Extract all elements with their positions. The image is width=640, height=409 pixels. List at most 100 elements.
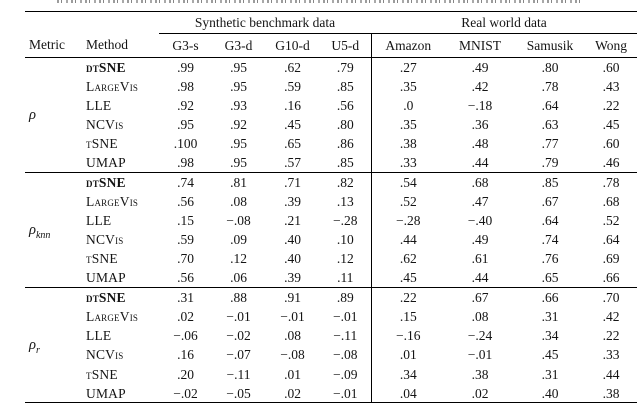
table-body: ρ dtSNE .99.95.62.79.27.49.80.60 LargeVis .9… — [25, 56, 638, 403]
cell-value: .64 — [541, 213, 559, 229]
cell-value: .79 — [541, 155, 559, 171]
table-row: LLE −.06 −.02 .08 −.11 −.16 −.24 .34 .22 — [25, 326, 637, 346]
table-row: LargeVis .56 .08 .39 .13 .52 .47 .67 .68 — [25, 191, 637, 211]
cell-value: .85 — [336, 78, 354, 94]
cell-value: .0 — [370, 95, 446, 116]
cell-value: .95 — [230, 78, 247, 94]
cell-value: .62 — [265, 56, 320, 77]
cell-value: .08 — [471, 309, 489, 325]
cell-value: .08 — [230, 193, 247, 209]
column-header-g3s: G3-s — [159, 33, 212, 58]
cell-value: .22 — [602, 328, 620, 344]
cell-value: .44 — [471, 270, 489, 286]
cell-value: .33 — [370, 153, 446, 173]
cell-value: .99 — [159, 56, 212, 77]
table-row: LargeVis .98 .95 .59 .85 .35 .42 .78 .43 — [25, 76, 637, 96]
cell-value: .67 — [445, 287, 516, 307]
cell-value: .95 — [230, 155, 247, 171]
method-name: NCVis — [86, 347, 124, 363]
cell-value: .59 — [284, 78, 301, 94]
cell-value: −.01 — [333, 385, 358, 401]
cell-value: .45 — [284, 117, 301, 133]
cell-value: .54 — [370, 172, 446, 192]
cell-value: .89 — [320, 287, 372, 307]
table-row: ρ dtSNE .99.95.62.79.27.49.80.60 — [25, 56, 638, 173]
cell-value: .47 — [471, 193, 489, 209]
cell-value: .34 — [541, 328, 559, 344]
cell-value: .08 — [284, 328, 301, 344]
cell-value: .82 — [320, 172, 372, 192]
cell-value: .35 — [370, 76, 446, 96]
method-name: tSNE — [86, 136, 118, 152]
cell-value: −.11 — [226, 366, 251, 382]
cell-value: .13 — [336, 193, 354, 209]
cell-value: .42 — [471, 78, 489, 94]
method-name: LargeVis — [86, 78, 139, 94]
cell-value: .22 — [602, 97, 620, 113]
cell-value: −.09 — [333, 366, 358, 382]
column-header-g3d: G3-d — [212, 33, 265, 58]
results-table: Synthetic benchmark data Real world data… — [25, 11, 638, 404]
column-header-samusik: Samusik — [515, 33, 586, 58]
cell-value: .98 — [177, 155, 194, 171]
cell-value: .49 — [471, 232, 489, 248]
cell-value: .98 — [177, 78, 194, 94]
cell-value: .46 — [602, 155, 620, 171]
cell-value: .100 — [173, 136, 198, 152]
method-name: LLE — [86, 213, 112, 229]
cell-value: .95 — [177, 117, 194, 133]
cell-value: −.16 — [370, 326, 446, 346]
cell-value: .67 — [541, 193, 559, 209]
cell-value: .71 — [265, 172, 320, 192]
group-header-spacer — [25, 12, 159, 34]
cell-value: −.01 — [280, 309, 305, 325]
cell-value: .52 — [370, 191, 446, 211]
cell-value: .85 — [336, 155, 354, 171]
cell-value: −.01 — [467, 347, 493, 363]
cell-value: .33 — [602, 347, 620, 363]
cell-value: −.08 — [226, 213, 251, 229]
cell-value: .80 — [336, 117, 354, 133]
cell-value: .43 — [602, 78, 620, 94]
cell-value: .70 — [177, 251, 194, 267]
cell-value: .62 — [370, 249, 446, 269]
cell-value: .68 — [602, 193, 620, 209]
cell-value: .60 — [602, 136, 620, 152]
table-row: LLE .15 −.08 .21 −.28 −.28 −.40 .64 .52 — [25, 211, 637, 231]
cell-value: .78 — [585, 172, 638, 192]
metric-label: ρknn — [25, 172, 82, 288]
cell-value: .01 — [284, 366, 301, 382]
cell-value: .76 — [541, 251, 559, 267]
cell-value: .52 — [602, 213, 620, 229]
method-name: LLE — [86, 328, 112, 344]
cell-value: .06 — [230, 270, 247, 286]
cell-value: −.11 — [333, 328, 358, 344]
cell-value: .20 — [177, 366, 194, 382]
cell-value: .44 — [370, 230, 446, 250]
cell-value: .63 — [541, 117, 559, 133]
table-row: NCVis .95 .92 .45 .80 .35 .36 .63 .45 — [25, 115, 637, 135]
method-name: LargeVis — [86, 309, 139, 325]
cell-value: .65 — [541, 270, 559, 286]
method-name: tSNE — [86, 366, 118, 382]
cell-value: .88 — [212, 287, 265, 307]
method-name: dtSNE — [82, 287, 159, 307]
method-name: UMAP — [86, 270, 126, 286]
cell-value: .01 — [370, 345, 446, 365]
metric-label: ρr — [25, 287, 82, 403]
method-name: LargeVis — [86, 193, 139, 209]
cell-value: .12 — [336, 251, 354, 267]
cell-value: −.02 — [226, 328, 251, 344]
cell-value: .44 — [602, 366, 620, 382]
cell-value: .64 — [541, 97, 559, 113]
column-header-method: Method — [82, 33, 159, 58]
table-row: tSNE .100 .95 .65 .86 .38 .48 .77 .60 — [25, 134, 637, 154]
cell-value: .92 — [230, 117, 247, 133]
column-header-row: Metric Method G3-s G3-d G10-d U5-d Amazo… — [25, 33, 638, 58]
cell-value: .02 — [177, 309, 194, 325]
table-row: UMAP .56 .06 .39 .11 .45 .44 .65 .66 — [25, 268, 637, 288]
cell-value: −.40 — [467, 213, 493, 229]
cell-value: .12 — [230, 251, 247, 267]
cell-value: .79 — [320, 56, 372, 77]
cell-value: −.06 — [173, 328, 198, 344]
